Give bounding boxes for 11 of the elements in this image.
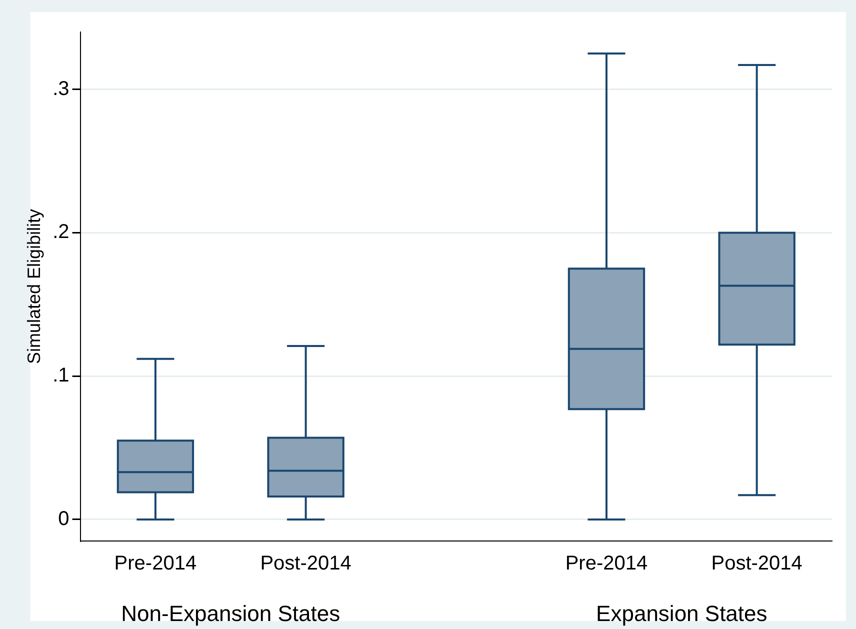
x-tick-label: Post-2014	[260, 552, 352, 575]
text: Non-Expansion States	[121, 601, 340, 626]
text: Expansion States	[596, 601, 768, 626]
y-axis-title: Simulated Eligibility	[24, 208, 44, 364]
y-tick-label: 0	[58, 508, 70, 530]
y-tick-label: .2	[52, 221, 70, 244]
y-tick-label: .3	[52, 78, 70, 100]
x-tick-label: Pre-2014	[114, 552, 197, 575]
x-tick-label: Pre-2014	[565, 552, 648, 575]
x-tick-label: Post-2014	[711, 552, 802, 575]
y-tick-label: .1	[52, 364, 70, 387]
